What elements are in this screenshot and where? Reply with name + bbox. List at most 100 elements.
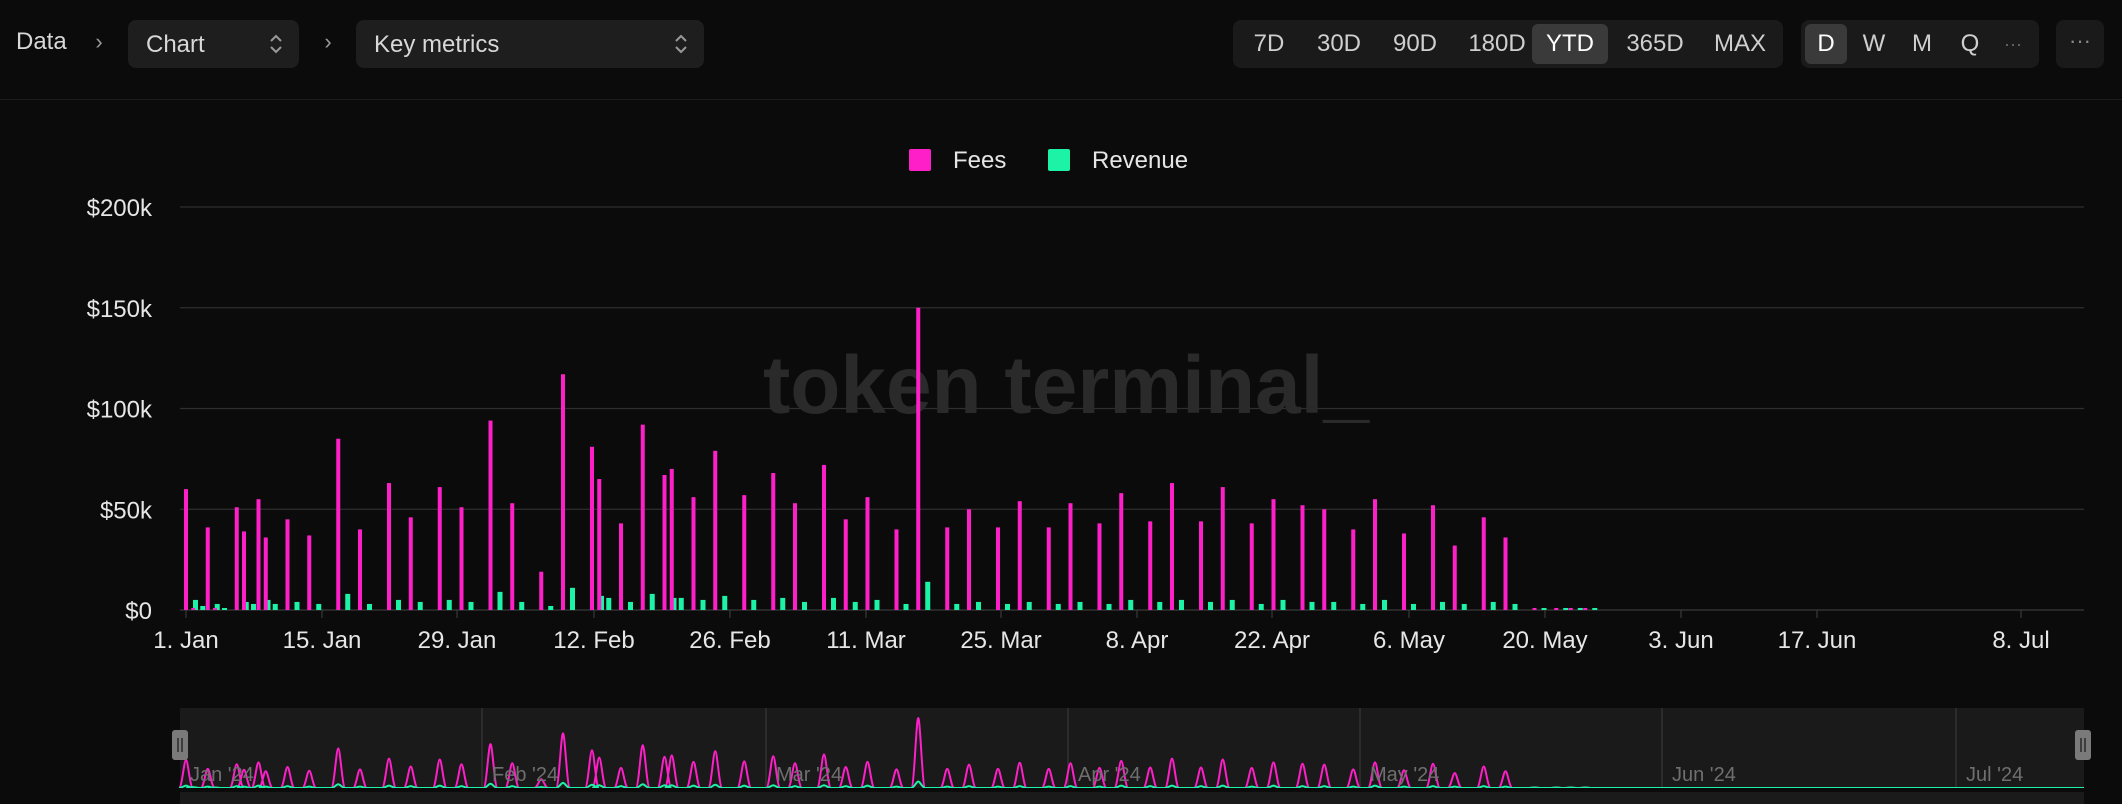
bar-revenue[interactable] <box>243 601 249 610</box>
bar-revenue[interactable] <box>1382 599 1387 610</box>
chart-type-select[interactable]: Chart <box>128 20 299 68</box>
bar-fees[interactable] <box>205 527 210 610</box>
bar-revenue[interactable] <box>570 587 575 610</box>
metric-select[interactable]: Key metrics <box>356 20 704 68</box>
bar-fees[interactable] <box>916 307 921 610</box>
bar-fees[interactable] <box>358 529 362 610</box>
bar-revenue[interactable] <box>671 597 677 610</box>
bar-fees[interactable] <box>640 424 645 610</box>
range-option-180d[interactable]: 180D <box>1468 30 1526 57</box>
bar-fees[interactable] <box>1271 499 1276 610</box>
bar-revenue[interactable] <box>1461 603 1467 610</box>
bar-fees[interactable] <box>213 607 217 610</box>
bar-fees[interactable] <box>1017 501 1022 610</box>
range-option-ytd[interactable]: YTD <box>1532 24 1608 64</box>
bar-fees[interactable] <box>590 446 594 610</box>
bar-fees[interactable] <box>1220 487 1225 610</box>
bar-revenue[interactable] <box>722 595 728 610</box>
bar-fees[interactable] <box>793 503 797 610</box>
bar-fees[interactable] <box>1431 505 1435 610</box>
bar-fees[interactable] <box>408 517 413 610</box>
bar-revenue[interactable] <box>251 603 256 610</box>
bar-fees[interactable] <box>459 507 464 610</box>
bar-revenue[interactable] <box>222 607 227 610</box>
bar-revenue[interactable] <box>396 599 401 610</box>
bar-revenue[interactable] <box>1128 599 1134 610</box>
bar-fees[interactable] <box>437 487 442 610</box>
bar-fees[interactable] <box>234 507 239 610</box>
bar-fees[interactable] <box>539 571 544 610</box>
bar-fees[interactable] <box>1583 607 1588 610</box>
bar-fees[interactable] <box>967 509 971 610</box>
bar-revenue[interactable] <box>1258 603 1264 610</box>
granularity-option-m[interactable]: M <box>1912 30 1932 57</box>
bar-fees[interactable] <box>1322 509 1327 610</box>
bar-fees[interactable] <box>1452 545 1457 610</box>
bar-fees[interactable] <box>1351 529 1356 610</box>
bar-fees[interactable] <box>996 527 1000 610</box>
bar-revenue[interactable] <box>193 599 198 610</box>
bar-revenue[interactable] <box>925 581 931 610</box>
bar-fees[interactable] <box>387 483 391 610</box>
bar-revenue[interactable] <box>954 603 960 610</box>
bar-revenue[interactable] <box>1026 601 1032 610</box>
range-option-max[interactable]: MAX <box>1713 30 1766 57</box>
bar-fees[interactable] <box>1568 607 1573 610</box>
bar-fees[interactable] <box>1503 537 1508 610</box>
granularity-option-d[interactable]: D <box>1805 24 1847 64</box>
bar-fees[interactable] <box>1532 607 1537 610</box>
bar-revenue[interactable] <box>606 597 612 610</box>
bar-revenue[interactable] <box>272 603 278 610</box>
bar-revenue[interactable] <box>468 601 474 610</box>
bar-fees[interactable] <box>945 527 950 610</box>
bar-fees[interactable] <box>1373 499 1377 610</box>
bar-revenue[interactable] <box>446 599 452 610</box>
bar-revenue[interactable] <box>1512 603 1518 610</box>
bar-revenue[interactable] <box>599 595 604 610</box>
bar-fees[interactable] <box>1402 533 1406 610</box>
bar-fees[interactable] <box>488 420 493 610</box>
bar-revenue[interactable] <box>214 603 220 610</box>
bar-revenue[interactable] <box>1077 601 1083 610</box>
bar-revenue[interactable] <box>548 605 554 610</box>
bar-revenue[interactable] <box>294 601 300 610</box>
bar-fees[interactable] <box>336 438 341 610</box>
bar-revenue[interactable] <box>1331 601 1337 610</box>
bar-revenue[interactable] <box>417 601 423 610</box>
bar-fees[interactable] <box>865 497 870 610</box>
bar-fees[interactable] <box>1046 527 1051 610</box>
range-navigator[interactable]: Jan '24 Feb '24 Mar '24 Apr '24 May '24 Jun '… <box>0 700 2122 804</box>
bar-fees[interactable] <box>822 464 826 610</box>
bar-fees[interactable] <box>1170 483 1174 610</box>
bar-revenue[interactable] <box>780 597 786 610</box>
bar-fees[interactable] <box>771 472 776 610</box>
bar-revenue[interactable] <box>200 605 206 610</box>
granularity-option-w[interactable]: W <box>1862 30 1886 57</box>
bar-fees[interactable] <box>662 474 667 610</box>
bar-fees[interactable] <box>256 499 261 610</box>
bar-fees[interactable] <box>1119 493 1124 610</box>
bar-revenue[interactable] <box>1280 599 1286 610</box>
bar-fees[interactable] <box>713 450 718 610</box>
bar-revenue[interactable] <box>1208 601 1213 610</box>
bar-revenue[interactable] <box>1106 603 1112 610</box>
bar-revenue[interactable] <box>345 593 351 610</box>
bar-revenue[interactable] <box>1360 603 1366 610</box>
bar-revenue[interactable] <box>903 603 909 610</box>
bar-fees[interactable] <box>285 519 290 610</box>
bar-fees[interactable] <box>894 529 899 610</box>
bar-fees[interactable] <box>184 489 188 610</box>
bar-fees[interactable] <box>1148 521 1153 610</box>
bar-revenue[interactable] <box>497 591 503 610</box>
bar-revenue[interactable] <box>700 599 706 610</box>
bar-revenue[interactable] <box>1157 601 1163 610</box>
bar-revenue[interactable] <box>802 601 807 610</box>
bar-fees[interactable] <box>242 531 246 610</box>
bar-fees[interactable] <box>1249 523 1254 610</box>
granularity-option-q[interactable]: Q <box>1960 30 1980 57</box>
bar-fees[interactable] <box>597 479 602 610</box>
bar-revenue[interactable] <box>1440 601 1445 610</box>
bar-fees[interactable] <box>669 468 674 610</box>
bar-fees[interactable] <box>619 523 623 610</box>
bar-fees[interactable] <box>1481 517 1486 610</box>
